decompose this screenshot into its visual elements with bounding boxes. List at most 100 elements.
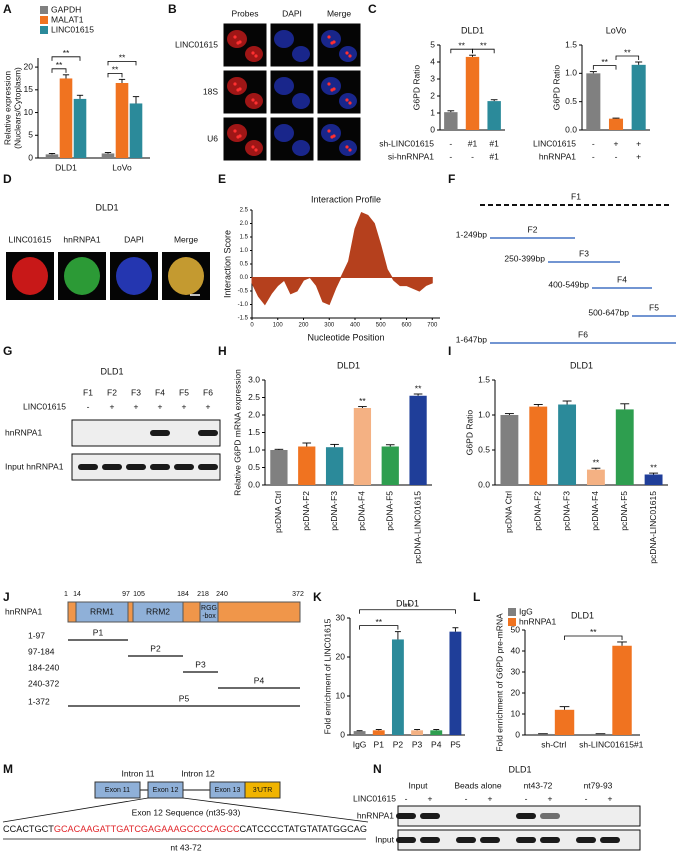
probe-signal <box>330 135 334 139</box>
row-cell: - <box>87 401 90 411</box>
x-tick-label: pcDNA-F3 <box>329 491 339 531</box>
table-cell: #1 <box>468 138 478 148</box>
panel-letter: B <box>168 2 177 16</box>
table-cell: - <box>592 138 595 148</box>
significance: ** <box>404 601 411 611</box>
y-tick-label: 2.5 <box>248 392 260 402</box>
probe-signal <box>254 54 258 58</box>
error-bar <box>620 403 630 410</box>
table-cell: + <box>636 151 641 161</box>
y-tick-label: 30 <box>336 612 346 622</box>
y-tick-label: 2.0 <box>248 409 260 419</box>
panel-letter: N <box>373 762 382 776</box>
y-tick-label: 5 <box>430 39 435 49</box>
fragment-name: P2 <box>150 643 161 653</box>
x-tick-label: pcDNA-F2 <box>301 491 311 531</box>
panel-title: DLD1 <box>95 202 118 212</box>
blot-label: Input hnRNPA1 <box>5 461 64 471</box>
bar <box>372 730 385 735</box>
exon-label: Exon 11 <box>105 787 130 794</box>
y-tick-label: 0.5 <box>478 444 490 454</box>
bar <box>59 78 73 158</box>
y-axis-label: Relative expression <box>2 71 12 145</box>
group-label: Input <box>409 780 429 790</box>
y-tick-label: 50 <box>511 624 521 634</box>
table-row-label: si-hnRNPA1 <box>388 151 434 161</box>
intron-label: Intron 12 <box>181 768 215 778</box>
probe-signal <box>327 82 331 86</box>
x-tick-label: pcDNA-F4 <box>590 491 600 531</box>
bar <box>558 404 577 485</box>
error-bar <box>589 71 597 74</box>
fragment-name: F3 <box>579 248 589 258</box>
x-tick-label: 300 <box>324 323 335 329</box>
table-cell: - <box>615 151 618 161</box>
band <box>150 464 170 470</box>
band <box>396 837 416 843</box>
sequence-part: GCACAAGATTGATCGAGAAAGCCCCAGCC <box>54 824 240 834</box>
y-tick-label: 0.5 <box>565 96 577 106</box>
sequence-caption: Exon 12 Sequence (nt35-93) <box>132 807 241 817</box>
row-label: LINC01615 <box>175 39 218 49</box>
panel-title: DLD1 <box>508 764 531 774</box>
nucleus-image <box>292 93 310 109</box>
table-cell: - <box>449 138 452 148</box>
y-tick-label: 20 <box>24 61 34 71</box>
panel-letter: J <box>3 590 10 604</box>
group-label: Beads alone <box>454 780 502 790</box>
lane-label: F2 <box>107 387 117 397</box>
bar <box>353 408 372 485</box>
x-tick-label: P2 <box>393 739 404 749</box>
band <box>420 837 440 843</box>
significance-bracket <box>472 48 495 54</box>
fragment-range: 1-249bp <box>456 229 487 239</box>
probe-signal <box>236 135 240 139</box>
x-tick-label: 700 <box>427 323 438 329</box>
column-header: Merge <box>174 234 198 244</box>
x-tick-label: P3 <box>412 739 423 749</box>
fragment-range: 240-372 <box>28 678 59 688</box>
intron-label: Intron 11 <box>122 768 155 778</box>
significance-bracket <box>615 55 640 60</box>
fragment-range: 97-184 <box>28 646 55 656</box>
table-cell: #1 <box>489 151 499 161</box>
y-tick-label: 0.0 <box>240 275 249 281</box>
bar <box>615 409 634 485</box>
y-tick-label: -1.5 <box>238 316 249 322</box>
domain-label: RRM1 <box>90 606 114 616</box>
fragment-range: 500-647bp <box>588 307 629 317</box>
row-cell: + <box>548 793 553 803</box>
y-tick-label: 1.5 <box>240 235 249 241</box>
fragment-name: F4 <box>617 274 627 284</box>
position-label: 372 <box>292 591 304 598</box>
lane-label: F5 <box>179 387 189 397</box>
bar <box>353 731 366 735</box>
probe-signal <box>251 51 255 55</box>
domain <box>132 601 184 623</box>
probe-signal <box>236 88 240 92</box>
lane-label: F4 <box>155 387 165 397</box>
nucleus-image <box>274 30 294 48</box>
fragment-name: F6 <box>578 329 588 339</box>
bar <box>270 450 288 485</box>
fragment-range: 1-372 <box>28 696 50 706</box>
band <box>576 837 596 843</box>
y-tick-label: 0.5 <box>240 262 249 268</box>
band <box>396 813 416 819</box>
chart-title: LoVo <box>606 25 627 35</box>
significance-bracket <box>359 625 399 630</box>
position-label: 105 <box>133 591 145 598</box>
band <box>78 464 98 470</box>
legend-label: IgG <box>519 606 533 616</box>
significance-bracket <box>564 635 623 640</box>
zoom-line <box>2 797 149 823</box>
nucleus-image <box>274 124 294 142</box>
legend-label: LINC01615 <box>51 24 94 34</box>
significance-bracket <box>51 68 67 73</box>
lane-label: F6 <box>203 387 213 397</box>
y-tick-label: 10 <box>511 708 521 718</box>
error-bar <box>617 641 627 646</box>
y-axis-label: G6PD Ratio <box>551 65 561 111</box>
chart-title: DLD1 <box>396 598 419 608</box>
